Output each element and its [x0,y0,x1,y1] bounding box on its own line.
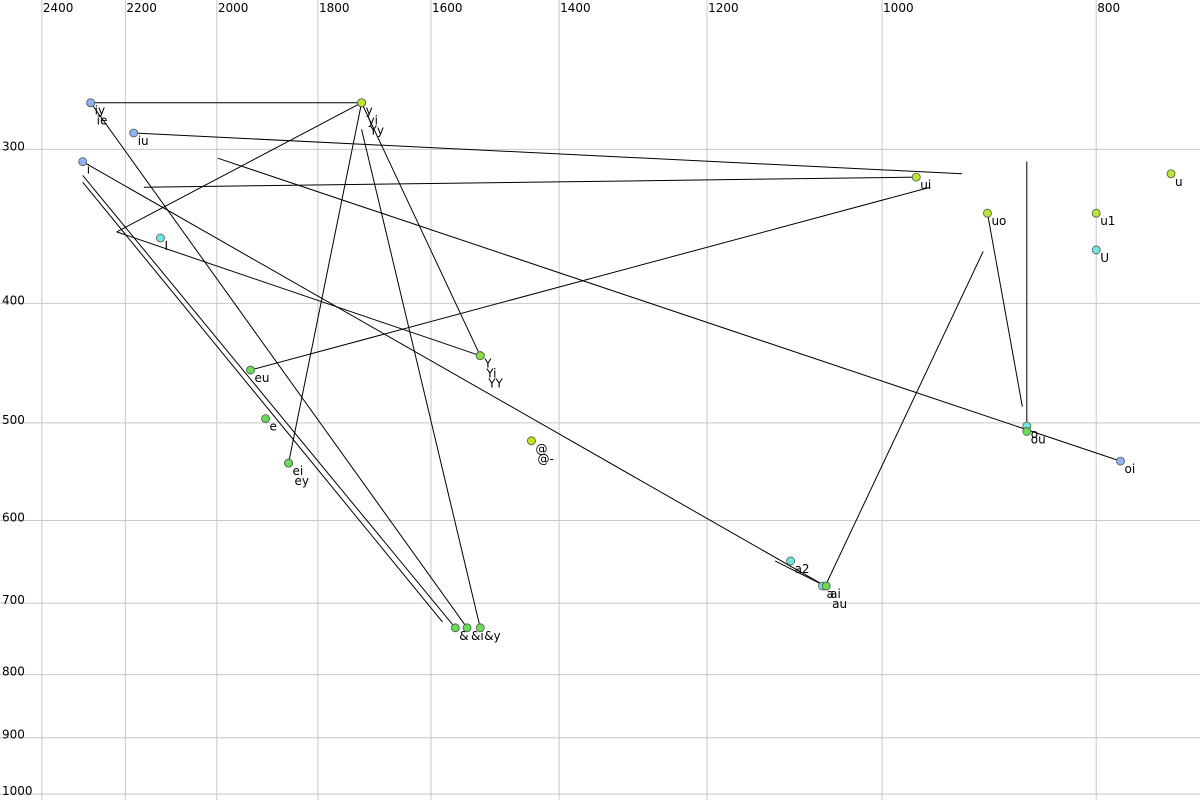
point [911,172,921,182]
trajectory [133,132,963,175]
point [983,208,992,218]
point-label: I [164,239,168,253]
point-label: &i [471,629,484,643]
point [475,623,485,633]
point [527,436,536,446]
y-tick-label: 700 [2,593,25,607]
point [1022,427,1032,436]
point [475,351,485,361]
point-label: a2 [795,562,810,576]
trajectory [824,251,984,587]
trajectory [288,102,363,464]
point-label: ai [830,587,841,601]
x-tick-label: 800 [1097,1,1120,15]
point [786,556,795,566]
point [1091,208,1101,218]
trajectory [143,176,917,188]
point [78,157,88,167]
trajectory [82,175,456,629]
point-label: u1 [1100,214,1115,228]
point-label: ou [1031,432,1046,446]
point [462,623,472,633]
trajectory [361,102,481,356]
x-tick-label: 1800 [319,1,350,15]
point-label: e [270,420,277,434]
point [156,233,165,243]
y-tick-label: 900 [2,728,25,742]
trajectory [986,213,1023,407]
point-label: ei [293,464,304,478]
x-tick-label: 2200 [126,1,157,15]
point-label: @- [537,452,553,466]
point-label: & [459,629,468,643]
y-tick-label: 800 [2,665,25,679]
trajectory [82,161,826,587]
y-tick-label: 1000 [2,784,33,798]
y-tick-label: 500 [2,413,25,427]
point [284,458,293,468]
y-tick-label: 300 [2,139,25,153]
x-tick-label: 1600 [432,1,463,15]
x-tick-label: 2400 [43,1,74,15]
point [821,581,831,591]
point-label: ey [295,474,309,488]
point-label: &y [484,629,500,643]
point [450,623,460,633]
trajectory [217,157,1121,462]
trajectory [250,186,931,371]
point-label: Yy [369,124,384,138]
x-tick-label: 1200 [708,1,739,15]
point [246,365,255,375]
point-label: iu [138,134,149,148]
point [1091,245,1101,255]
point-label: oi [1125,462,1136,476]
point-label: yi [368,114,378,128]
trajectory [116,102,362,233]
trajectory [82,181,443,623]
point [1116,456,1125,466]
point-label: a [827,587,834,601]
x-tick-label: 2000 [218,1,249,15]
trajectory [774,560,826,587]
point-label: y [366,104,373,118]
point [261,414,270,424]
point [1166,169,1176,179]
point-label: iy [95,104,105,118]
y-tick-label: 400 [2,293,25,307]
x-tick-label: 1400 [560,1,591,15]
point-label: o [1031,427,1038,441]
point-label: eu [255,371,270,385]
point-label: ie [97,114,108,128]
point-label: Y [483,357,492,371]
point-label: YY [487,377,503,391]
point-label: u [1175,175,1183,189]
point-label: ui [920,178,931,192]
point-label: uo [991,214,1006,228]
trajectory [361,129,481,628]
point-label: @ [535,442,547,456]
point-label: au [832,597,847,611]
point-label: U [1100,251,1109,265]
trajectory [116,231,481,357]
point [357,98,366,108]
y-tick-label: 600 [2,511,25,525]
point [129,128,139,138]
trajectory [90,102,468,629]
x-tick-label: 1000 [883,1,914,15]
point-label: i [87,163,90,177]
point-label: Yi [485,367,496,381]
point [86,98,96,108]
